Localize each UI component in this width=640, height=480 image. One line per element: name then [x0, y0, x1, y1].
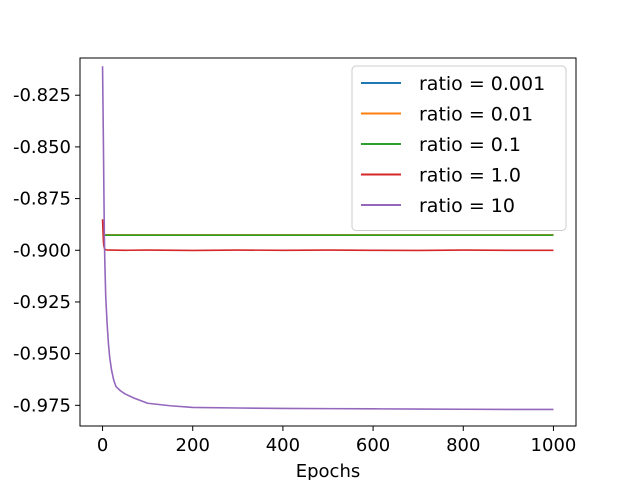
legend-label-1: ratio = 0.01 — [419, 104, 533, 126]
y-tick-label: -0.900 — [13, 240, 71, 261]
y-tick-label: -0.825 — [13, 85, 71, 106]
y-tick-label: -0.950 — [13, 344, 71, 365]
legend-label-2: ratio = 0.1 — [419, 134, 521, 156]
x-tick-label: 200 — [176, 435, 210, 456]
series-line-4 — [101, 66, 554, 411]
x-axis-ticks: 0 200 400 600 800 1000 — [97, 426, 577, 456]
plot-frame — [79, 57, 577, 427]
x-tick-label: 1000 — [531, 435, 577, 456]
x-tick-label: 800 — [446, 435, 480, 456]
legend-label-0: ratio = 0.001 — [419, 73, 545, 95]
y-tick-label: -0.925 — [13, 292, 71, 313]
x-axis-label: Epochs — [296, 461, 361, 480]
y-tick-label: -0.975 — [13, 395, 71, 416]
legend-label-3: ratio = 1.0 — [419, 165, 521, 187]
legend: ratio = 0.001 ratio = 0.01 ratio = 0.1 rati… — [351, 65, 567, 231]
y-axis-ticks: -0.825 -0.850 -0.875 -0.900 -0.925 -0.950 -0.9… — [13, 85, 80, 416]
x-tick-label: 400 — [266, 435, 300, 456]
legend-label-4: ratio = 10 — [419, 195, 515, 217]
legend-box — [351, 65, 567, 231]
x-tick-label: 600 — [356, 435, 390, 456]
y-tick-label: -0.850 — [13, 137, 71, 158]
y-tick-label: -0.875 — [13, 189, 71, 210]
x-tick-label: 0 — [97, 435, 108, 456]
series-layer — [101, 66, 554, 411]
